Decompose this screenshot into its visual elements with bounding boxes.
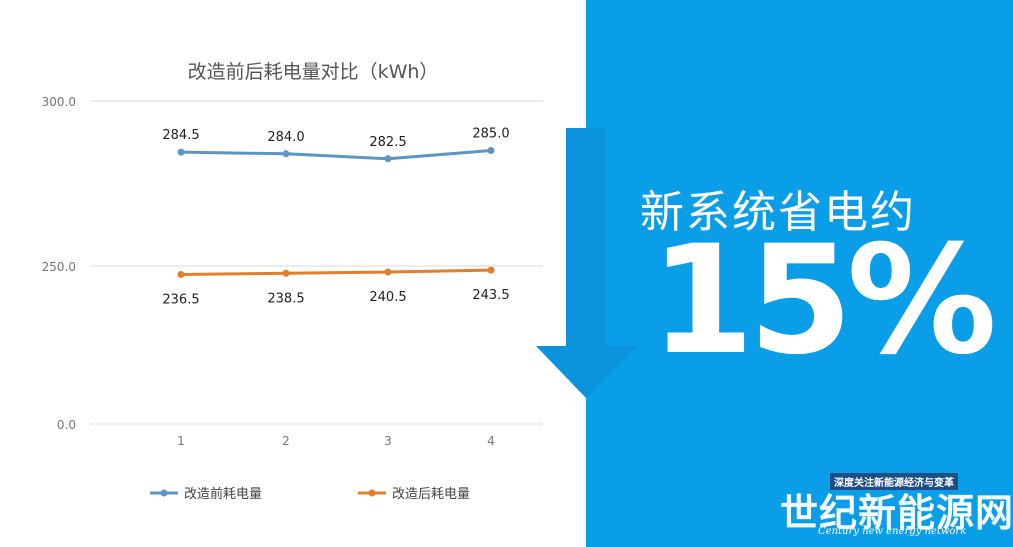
data-label: 284.5	[162, 128, 199, 143]
data-point	[384, 155, 392, 163]
x-tick-label: 2	[282, 434, 290, 448]
data-point	[384, 268, 392, 276]
data-label: 282.5	[369, 135, 406, 150]
series-line-1	[180, 149, 492, 161]
data-label: 243.5	[472, 288, 509, 303]
legend-swatch-marker	[160, 489, 168, 497]
line-chart: 改造前后耗电量对比（kWh） 300.0 250.0 0.0 1 2 3 4 284.5 284.…	[42, 61, 543, 502]
watermark-logo-text: 世纪新能源网	[780, 490, 1013, 535]
data-label: 240.5	[369, 290, 406, 305]
data-point	[282, 269, 290, 277]
x-tick-label: 4	[487, 434, 495, 448]
data-label: 236.5	[162, 293, 199, 308]
y-tick-label: 300.0	[42, 95, 76, 109]
data-label: 238.5	[267, 291, 304, 306]
down-arrow-icon	[536, 128, 638, 398]
chart-title: 改造前后耗电量对比（kWh）	[188, 61, 439, 83]
savings-percentage: 15%	[650, 214, 997, 388]
data-label: 284.0	[267, 130, 304, 145]
y-tick-label: 250.0	[42, 260, 76, 274]
watermark-english: Century new energy network	[818, 526, 967, 537]
legend-label: 改造前耗电量	[184, 486, 262, 502]
x-tick-label: 3	[384, 434, 392, 448]
watermark-tagline: 深度关注新能源经济与变革	[830, 473, 958, 490]
legend-label: 改造后耗电量	[392, 487, 470, 502]
data-point	[177, 148, 185, 156]
data-point	[487, 266, 495, 274]
data-point	[177, 271, 185, 279]
data-point	[487, 147, 495, 154]
data-point	[282, 150, 290, 158]
data-label: 285.0	[472, 127, 509, 142]
savings-headline: 新系统省电约	[640, 187, 916, 238]
chart-panel: 改造前后耗电量对比（kWh） 300.0 250.0 0.0 1 2 3 4 284.5 284.…	[0, 0, 586, 547]
y-tick-label: 0.0	[57, 418, 76, 432]
series-line-2	[180, 268, 492, 277]
x-tick-label: 1	[177, 434, 185, 448]
legend-swatch-marker	[368, 489, 376, 497]
